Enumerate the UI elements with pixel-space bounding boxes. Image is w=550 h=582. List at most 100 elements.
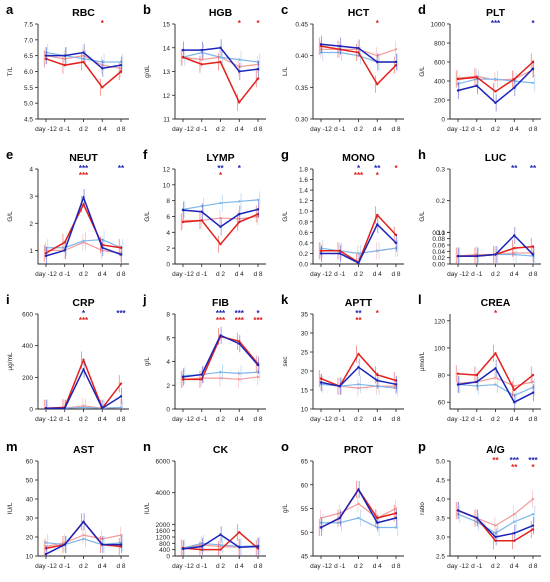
data-point	[376, 213, 379, 217]
data-point	[531, 67, 535, 70]
data-point	[238, 531, 241, 534]
y-tick-label: 10	[26, 554, 34, 561]
data-point	[200, 63, 203, 66]
y-tick-label: 30	[26, 516, 34, 523]
y-tick-label: 800	[159, 541, 170, 548]
data-point	[238, 200, 241, 203]
data-point	[44, 54, 48, 57]
y-tick-label: 1.4	[299, 188, 308, 195]
panel-letter: a	[6, 2, 14, 17]
significance-marker: *	[238, 19, 242, 28]
y-tick-label: 45	[301, 554, 309, 561]
x-tick-label: d -1	[59, 271, 71, 278]
panel-title: CREA	[481, 297, 511, 309]
data-point	[63, 249, 66, 252]
data-point	[82, 51, 85, 54]
significance-marker: ***	[235, 316, 245, 325]
data-point	[456, 509, 460, 512]
significance-marker: *	[376, 171, 380, 180]
x-tick-label: day -12	[35, 416, 57, 423]
panel-title: FIB	[212, 297, 229, 309]
x-tick-label: d 8	[528, 271, 537, 278]
x-tick-label: d -1	[196, 271, 208, 278]
x-tick-label: d 2	[79, 271, 88, 278]
y-tick-label: 0	[441, 117, 445, 124]
data-point	[256, 77, 260, 80]
data-point	[256, 67, 260, 71]
x-tick-label: d 8	[253, 563, 262, 570]
data-point	[357, 383, 360, 386]
data-point	[82, 358, 85, 362]
y-tick-label: 35	[301, 312, 309, 319]
data-point	[119, 253, 123, 256]
y-tick-label: 1600	[156, 528, 171, 535]
x-tick-label: d 2	[491, 563, 500, 570]
data-point	[256, 208, 260, 211]
data-point	[475, 380, 478, 384]
data-point	[119, 63, 123, 67]
data-point	[513, 520, 516, 523]
data-point	[456, 254, 460, 258]
x-tick-label: d 2	[216, 271, 225, 278]
x-tick-label: d 2	[491, 271, 500, 278]
x-tick-label: d 2	[491, 126, 500, 133]
significance-marker: *	[82, 309, 86, 318]
x-tick-label: d 2	[216, 563, 225, 570]
x-tick-label: d 4	[235, 271, 244, 278]
x-tick-label: day -12	[447, 416, 469, 423]
data-point	[494, 524, 497, 527]
y-tick-label: 11	[163, 117, 170, 124]
x-tick-label: d 4	[235, 126, 244, 133]
significance-marker: *	[101, 19, 105, 28]
panel-letter: f	[143, 147, 148, 162]
y-tick-label: 80	[438, 373, 446, 380]
data-point	[376, 379, 379, 382]
data-point	[357, 366, 360, 369]
data-point	[82, 533, 85, 537]
panel-title: A/G	[486, 444, 505, 456]
y-tick-label: 10	[163, 182, 171, 189]
significance-marker: ***	[235, 309, 245, 318]
data-point	[319, 252, 323, 255]
data-point	[319, 381, 323, 384]
data-point	[494, 77, 497, 81]
data-point	[44, 541, 48, 544]
panel-letter: l	[418, 292, 422, 307]
data-point	[181, 375, 185, 379]
y-axis-label: T/L	[7, 66, 14, 76]
data-point	[494, 383, 497, 386]
chart-panel-m: m AST 10 20 30 40 50 60 IU/L day -12 d -1 d 2 d 4 d 8	[6, 439, 129, 570]
significance-marker: *	[376, 19, 380, 28]
x-tick-label: day -12	[172, 563, 194, 570]
x-tick-label: d -1	[471, 563, 483, 570]
data-point	[494, 376, 497, 379]
series-line-0	[45, 202, 122, 254]
significance-marker: ***	[79, 171, 89, 180]
data-point	[513, 513, 516, 516]
data-point	[494, 535, 497, 539]
significance-marker: **	[374, 164, 381, 173]
data-point	[494, 101, 497, 105]
significance-marker: **	[217, 164, 224, 173]
data-point	[513, 86, 516, 89]
y-tick-label: 1.2	[299, 198, 308, 205]
significance-marker: **	[355, 309, 362, 318]
data-point	[357, 488, 360, 491]
y-tick-label: 1.0	[299, 209, 308, 216]
data-point	[357, 502, 360, 505]
data-point	[82, 196, 85, 199]
y-tick-label: 0.06	[432, 243, 445, 250]
data-point	[531, 497, 535, 501]
x-tick-label: d 4	[98, 416, 107, 423]
panel-title: PROT	[344, 444, 374, 456]
data-point	[456, 89, 460, 92]
panel-letter: g	[281, 147, 289, 162]
data-point	[376, 521, 379, 524]
x-tick-label: d 8	[253, 126, 262, 133]
data-point	[394, 507, 398, 510]
y-tick-label: 4.0	[436, 497, 445, 504]
x-tick-label: d 2	[216, 416, 225, 423]
